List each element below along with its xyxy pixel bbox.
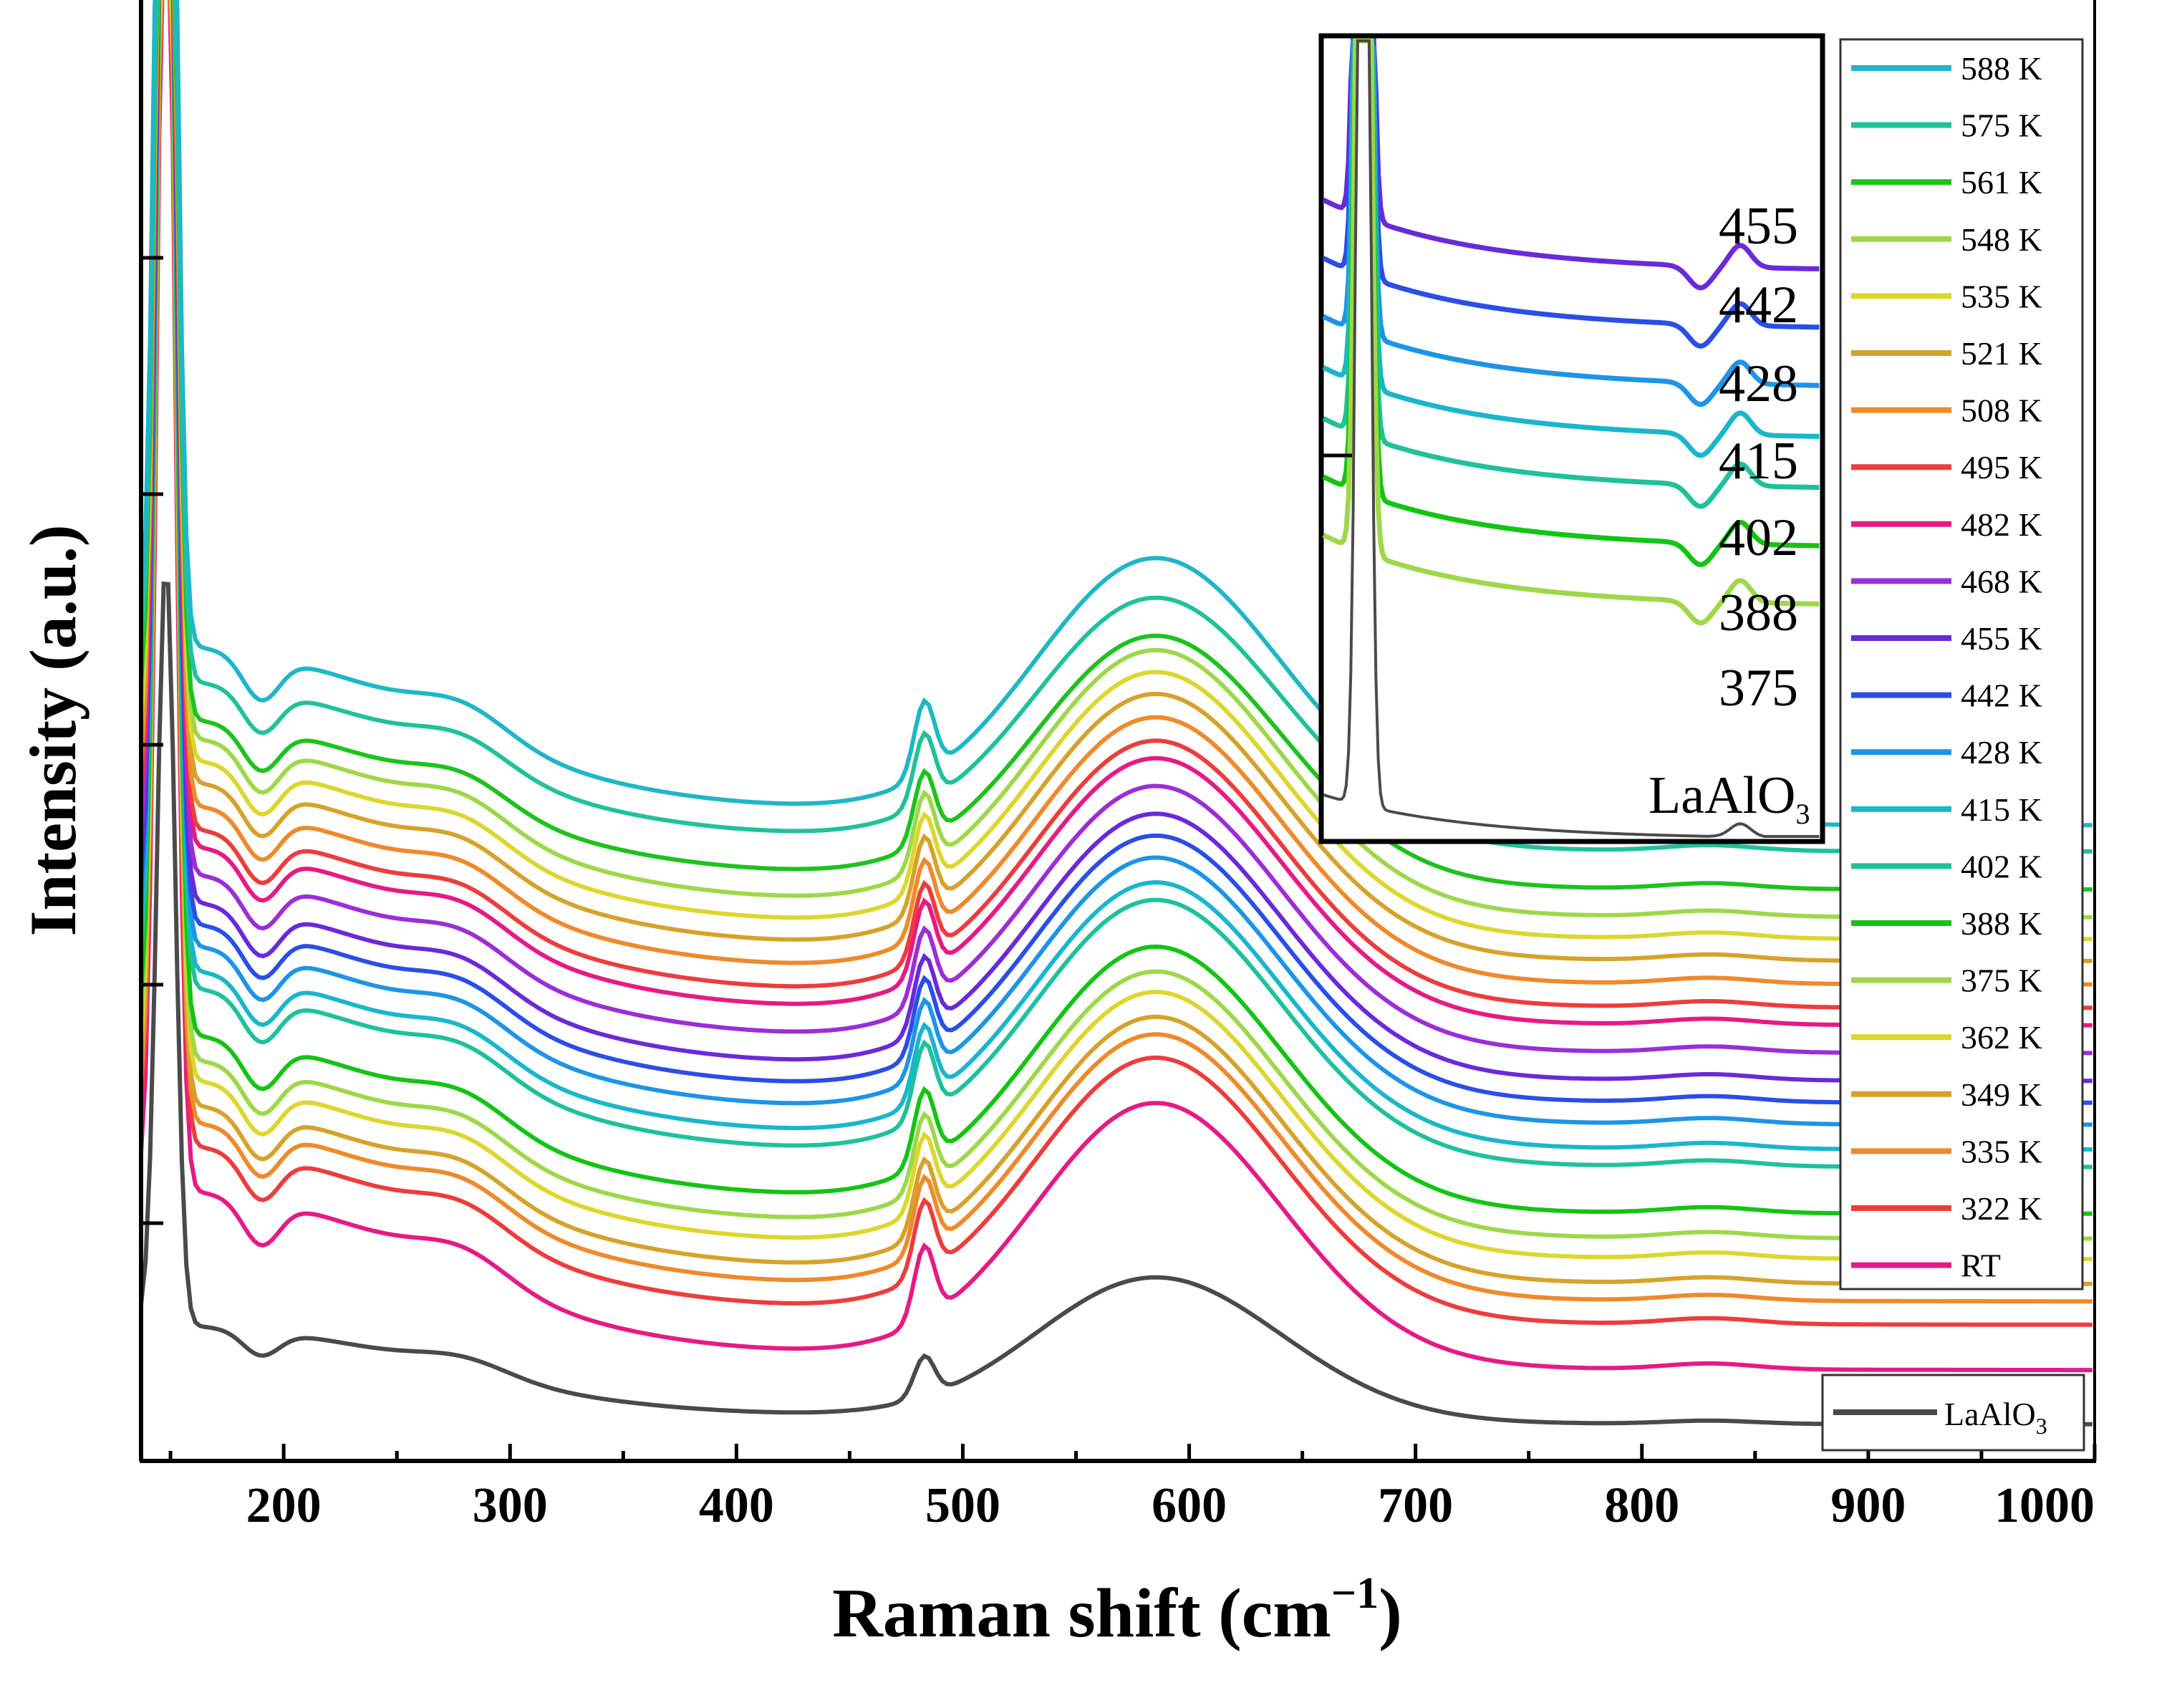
series-line-335-k	[139, 0, 2092, 1304]
inset-labels: 455 442 428 415 402 388 375	[1719, 197, 1798, 718]
inset-temperature-label: 455	[1719, 197, 1798, 256]
legend-label: 548 K	[1961, 221, 2042, 258]
legend-label: 375 K	[1961, 962, 2042, 999]
legend-label: 561 K	[1961, 164, 2042, 201]
series-line-442-k	[139, 0, 2092, 1105]
x-tick-label: 900	[1830, 1478, 1906, 1533]
legend-label: 508 K	[1961, 392, 2042, 429]
x-axis-title: Raman shift (cm−1)	[832, 1569, 1402, 1652]
legend: 588 K 575 K 561 K 548 K 535 K 521 K 508 K 495 K…	[1839, 38, 2084, 1290]
series-line-482-k	[139, 0, 2092, 1028]
legend-label: 335 K	[1961, 1133, 2042, 1169]
series-line-rt	[139, 0, 2092, 1373]
inset-series-line	[1322, 38, 1820, 291]
series-line-322-k	[139, 0, 2092, 1327]
series-line-495-k	[139, 0, 2092, 1010]
legend-label: 402 K	[1961, 848, 2042, 884]
series-line-402-k	[139, 0, 2092, 1169]
legend-label: 575 K	[1961, 107, 2042, 144]
inset-series-line	[1322, 38, 1820, 458]
legend-label: 588 K	[1961, 50, 2042, 87]
laalo3-legend: LaAlO3	[1821, 1374, 2085, 1452]
legend-frame	[1839, 38, 2084, 1290]
x-tick-label: 800	[1604, 1478, 1679, 1533]
inset-series-line	[1323, 39, 1820, 838]
legend-label: 349 K	[1961, 1076, 2042, 1113]
inset-temperature-label: 442	[1719, 276, 1798, 334]
x-axis-title-close: )	[1379, 1575, 1402, 1652]
series-line-388-k	[139, 0, 2092, 1216]
inset-plot: 455 442 428 415 402 388 375 LaAlO3	[1318, 33, 1825, 844]
series-line-375-k	[139, 0, 2092, 1241]
series-line-508-k	[139, 0, 2092, 987]
series-line-575-k	[139, 0, 2092, 854]
inset-temperature-label: 415	[1719, 432, 1798, 491]
x-tick-label: 1000	[1994, 1478, 2095, 1533]
legend-items: 588 K 575 K 561 K 548 K 535 K 521 K 508 K 495 K…	[1851, 50, 2042, 1284]
y-tick-layer	[141, 256, 163, 1225]
x-tick-label: 700	[1378, 1478, 1453, 1533]
legend-label: 455 K	[1961, 620, 2042, 657]
legend-label: 322 K	[1961, 1190, 2042, 1227]
inset-series-line	[1322, 38, 1820, 626]
inset-temperature-label: 375	[1719, 659, 1798, 718]
inset-series-layer	[1322, 38, 1820, 838]
legend-label: 535 K	[1961, 278, 2042, 314]
inset-series-line	[1322, 38, 1820, 509]
x-axis-title-superscript: −1	[1331, 1569, 1379, 1618]
series-line-468-k	[139, 0, 2092, 1056]
series-line-362-k	[139, 0, 2092, 1262]
legend-label: 362 K	[1961, 1019, 2042, 1056]
legend-label: 495 K	[1961, 449, 2042, 486]
legend-label: 442 K	[1961, 677, 2042, 714]
inset-temperature-label: 428	[1719, 354, 1798, 413]
series-line-455-k	[139, 0, 2092, 1084]
x-tick-label: 300	[473, 1478, 548, 1533]
series-line-428-k	[139, 0, 2092, 1127]
legend-label: 415 K	[1961, 791, 2042, 828]
inset-series-line	[1322, 38, 1820, 349]
series-line-521-k	[139, 0, 2092, 963]
x-tick-label: 500	[925, 1478, 1000, 1533]
legend-label: 388 K	[1961, 905, 2042, 942]
x-tick-label: 600	[1152, 1478, 1227, 1533]
legend-label: 468 K	[1961, 563, 2042, 599]
inset-series-line	[1322, 38, 1820, 407]
series-line-349-k	[139, 0, 2092, 1286]
series-layer	[139, 0, 2092, 1427]
tick-layer: 200 300 400 500 600 700 800 900 1000	[168, 1444, 2097, 1533]
legend-label: RT	[1961, 1248, 2001, 1284]
inset-series-line	[1322, 38, 1820, 568]
inset-temperature-label: 402	[1719, 508, 1798, 567]
legend-label: 428 K	[1961, 734, 2042, 771]
inset-sample-label: LaAlO3	[1649, 766, 1810, 830]
inset-temperature-label: 388	[1719, 584, 1798, 642]
legend-label: 482 K	[1961, 506, 2042, 543]
inset-frame	[1318, 33, 1825, 844]
series-line-548-k	[139, 0, 2092, 920]
x-tick-label: 200	[246, 1478, 322, 1533]
x-tick-label: 400	[699, 1478, 774, 1533]
series-line-laalo3	[139, 582, 2092, 1427]
legend-label: 521 K	[1961, 335, 2042, 372]
laalo3-legend-label: LaAlO3	[1944, 1396, 2047, 1439]
series-line-535-k	[139, 0, 2092, 942]
series-line-415-k	[139, 0, 2092, 1152]
y-axis-title: Intensity (a.u.)	[16, 524, 90, 936]
series-line-561-k	[139, 0, 2092, 892]
